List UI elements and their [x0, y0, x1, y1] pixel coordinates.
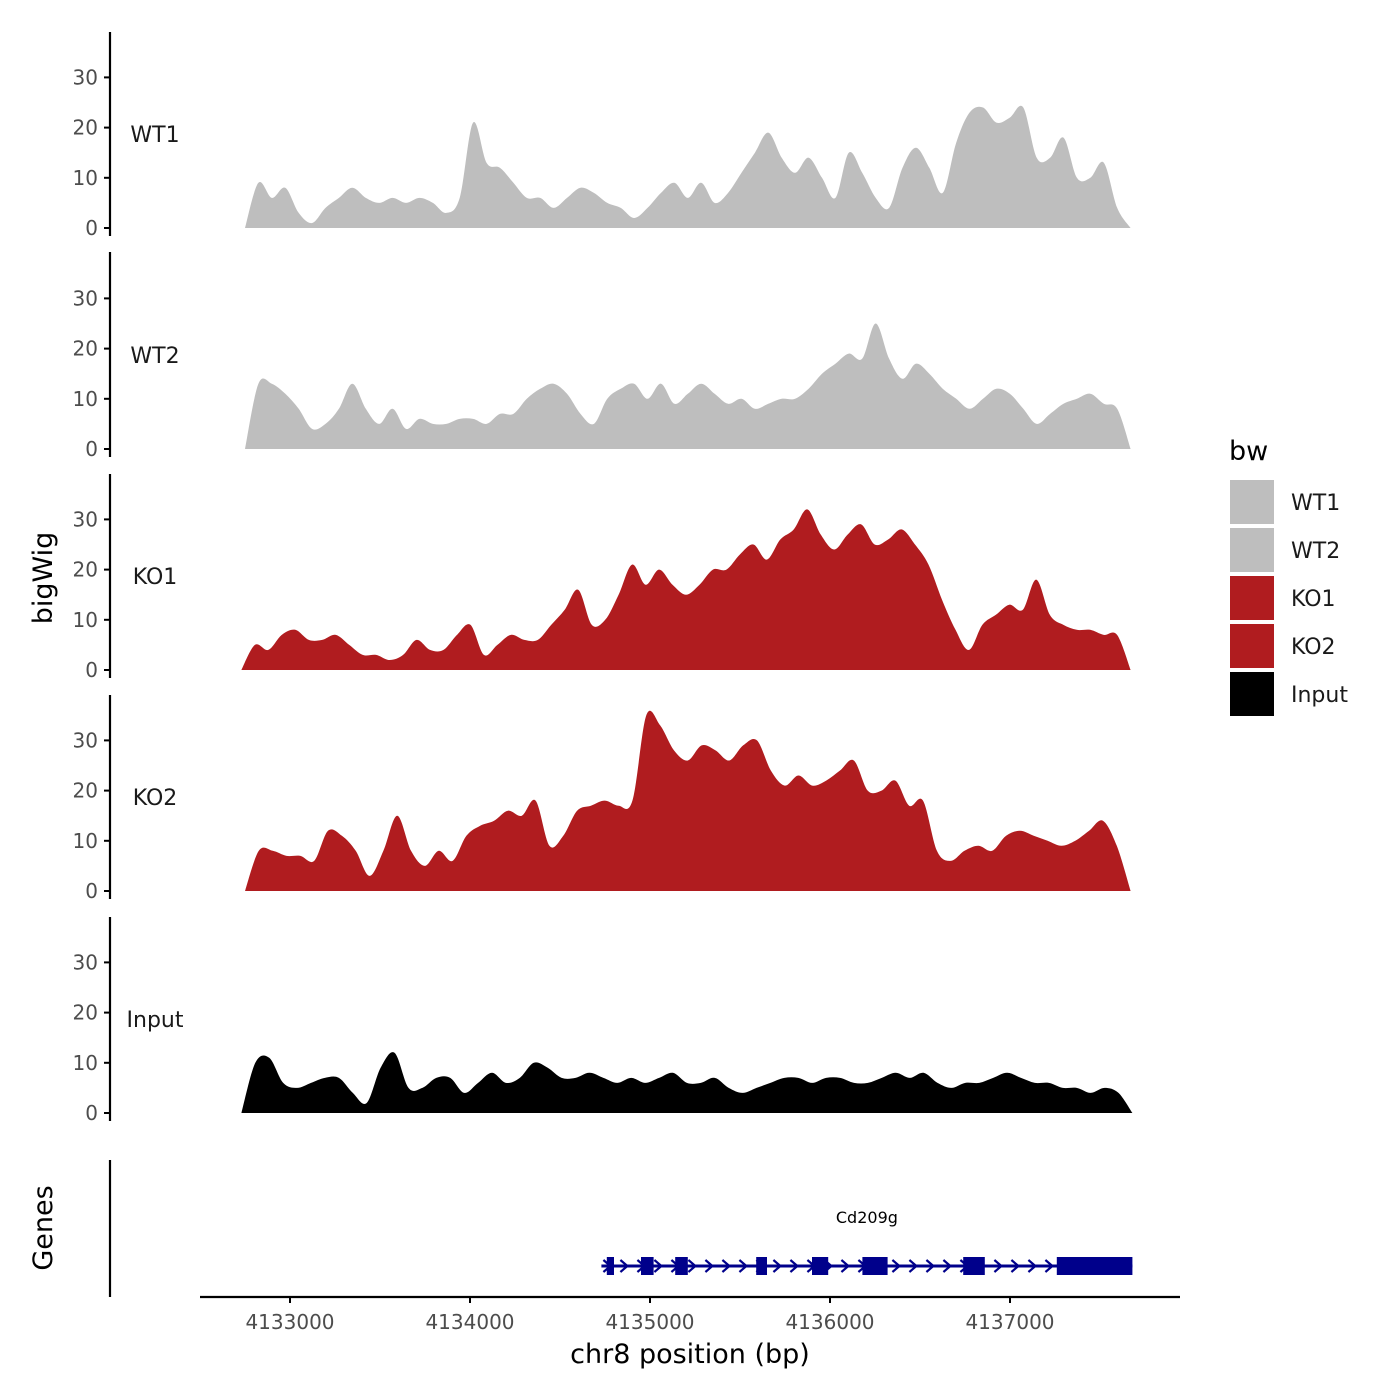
gene-exon	[963, 1257, 985, 1275]
strand-arrow-icon	[908, 1259, 919, 1273]
y-tick-label: 10	[73, 1051, 98, 1075]
x-axis-title: chr8 position (bp)	[570, 1339, 810, 1370]
y-tick-label: 0	[85, 1101, 98, 1125]
strand-arrow-icon	[789, 1259, 800, 1273]
y-tick-label: 0	[85, 879, 98, 903]
strand-arrow-icon	[840, 1259, 851, 1273]
gene-exon	[756, 1257, 767, 1275]
x-axis: 4133000 4134000 4135000 4136000 4137000	[200, 1295, 1180, 1334]
strand-arrow-icon	[687, 1259, 698, 1273]
legend-label-ko2: KO2	[1291, 635, 1336, 660]
gene-exon	[641, 1257, 654, 1275]
y-tick-label: 30	[73, 507, 98, 531]
y-tick-label: 0	[85, 437, 98, 461]
strand-arrow-icon	[1010, 1259, 1021, 1273]
legend-swatch-wt1	[1230, 480, 1274, 524]
coverage-area-ko1	[241, 509, 1131, 670]
y-tick-label: 10	[73, 387, 98, 411]
track-label-ko2: KO2	[133, 786, 178, 811]
strand-arrow-icon	[891, 1259, 902, 1273]
legend-swatch-wt2	[1230, 528, 1274, 572]
coverage-area-ko2	[245, 710, 1131, 891]
coverage-area-wt1	[245, 105, 1131, 228]
strand-arrow-icon	[1027, 1259, 1038, 1273]
coverage-area-wt2	[245, 323, 1131, 449]
y-tick-label: 30	[73, 728, 98, 752]
gene-cd209g: Cd209g	[601, 1208, 1133, 1275]
y-tick-label: 20	[73, 779, 98, 803]
y-tick-label: 0	[85, 658, 98, 682]
strand-arrow-icon	[942, 1259, 953, 1273]
y-axis-title-genes: Genes	[28, 1185, 59, 1270]
x-tick-label: 4136000	[785, 1310, 874, 1334]
coverage-area-input	[241, 1052, 1133, 1113]
strand-arrow-icon	[653, 1259, 664, 1273]
y-tick-label: 20	[73, 1001, 98, 1025]
y-tick-label: 10	[73, 829, 98, 853]
strand-arrow-icon	[1044, 1259, 1055, 1273]
y-axis-title-bigwig: bigWig	[28, 532, 59, 625]
genes-track: Cd209g	[108, 1160, 1133, 1297]
gene-exon	[1056, 1257, 1133, 1275]
track-label-wt2: WT2	[130, 344, 179, 369]
track-ko1: 0 10 20 30 KO1	[73, 474, 1131, 682]
legend: bw WT1 WT2 KO1 KO2 Input	[1229, 436, 1348, 716]
y-tick-label: 20	[73, 116, 98, 140]
y-tick-label: 20	[73, 337, 98, 361]
y-tick-label: 20	[73, 558, 98, 582]
legend-title: bw	[1229, 436, 1268, 467]
gene-exon	[606, 1257, 614, 1275]
y-tick-label: 30	[73, 950, 98, 974]
legend-swatch-ko2	[1230, 624, 1274, 668]
x-tick-label: 4133000	[245, 1310, 334, 1334]
y-tick-label: 30	[73, 65, 98, 89]
x-tick-label: 4135000	[605, 1310, 694, 1334]
legend-label-input: Input	[1291, 683, 1348, 708]
strand-arrow-icon	[619, 1259, 630, 1273]
legend-swatch-input	[1230, 672, 1274, 716]
gene-exon	[812, 1257, 829, 1275]
strand-arrow-icon	[721, 1259, 732, 1273]
y-tick-label: 10	[73, 608, 98, 632]
strand-arrow-icon	[704, 1259, 715, 1273]
legend-label-ko1: KO1	[1291, 587, 1336, 612]
track-label-wt1: WT1	[130, 123, 179, 148]
track-input: 0 10 20 30 Input	[73, 917, 1133, 1125]
legend-label-wt1: WT1	[1291, 491, 1340, 516]
gene-exon	[862, 1257, 888, 1275]
gene-exon	[675, 1257, 688, 1275]
strand-arrow-icon	[993, 1259, 1004, 1273]
track-wt2: 0 10 20 30 WT2	[73, 252, 1131, 461]
x-tick-label: 4137000	[965, 1310, 1054, 1334]
track-wt1: 0 10 20 30 WT1	[73, 32, 1131, 240]
track-label-input: Input	[127, 1008, 184, 1033]
x-tick-label: 4134000	[425, 1310, 514, 1334]
strand-arrow-icon	[925, 1259, 936, 1273]
strand-arrow-icon	[772, 1259, 783, 1273]
legend-swatch-ko1	[1230, 576, 1274, 620]
track-label-ko1: KO1	[133, 565, 178, 590]
coverage-tracks: 0 10 20 30 WT1 0 10 20 30 WT2 0 10 20 30 KO1 0 10 20 30 KO2…	[73, 32, 1133, 1125]
gene-label: Cd209g	[836, 1208, 898, 1227]
y-tick-label: 10	[73, 166, 98, 190]
y-tick-label: 30	[73, 286, 98, 310]
legend-label-wt2: WT2	[1291, 539, 1340, 564]
track-ko2: 0 10 20 30 KO2	[73, 695, 1131, 903]
strand-arrow-icon	[738, 1259, 749, 1273]
y-tick-label: 0	[85, 216, 98, 240]
